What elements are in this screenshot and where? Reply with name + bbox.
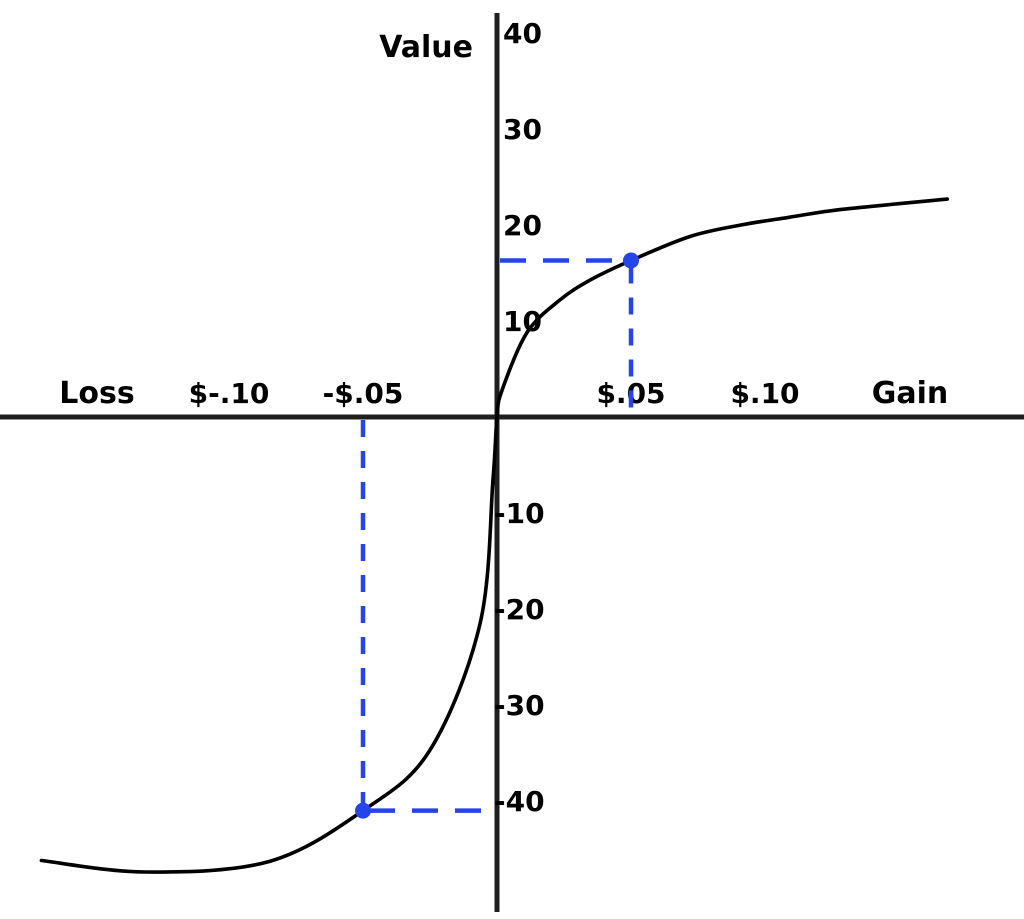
- y-tick-label: -10: [494, 497, 545, 530]
- gain-point-dot: [623, 252, 639, 269]
- y-tick-label: 30: [503, 113, 542, 146]
- x-tick-label: $-.10: [189, 377, 270, 410]
- y-axis-title-value: Value: [379, 30, 473, 65]
- y-tick-label: 20: [503, 209, 542, 242]
- x-axis-title-gain: Gain: [872, 376, 949, 411]
- y-tick-label: -30: [494, 689, 545, 722]
- x-axis-title-loss: Loss: [59, 376, 134, 411]
- y-tick-label: -20: [494, 593, 545, 626]
- x-tick-label: -$.05: [323, 377, 404, 410]
- x-tick-label: $.10: [730, 377, 799, 410]
- y-tick-label: -40: [494, 785, 545, 818]
- value-function-curve: [39, 197, 949, 874]
- loss-point-dot: [355, 802, 371, 819]
- y-tick-label: 40: [503, 17, 542, 50]
